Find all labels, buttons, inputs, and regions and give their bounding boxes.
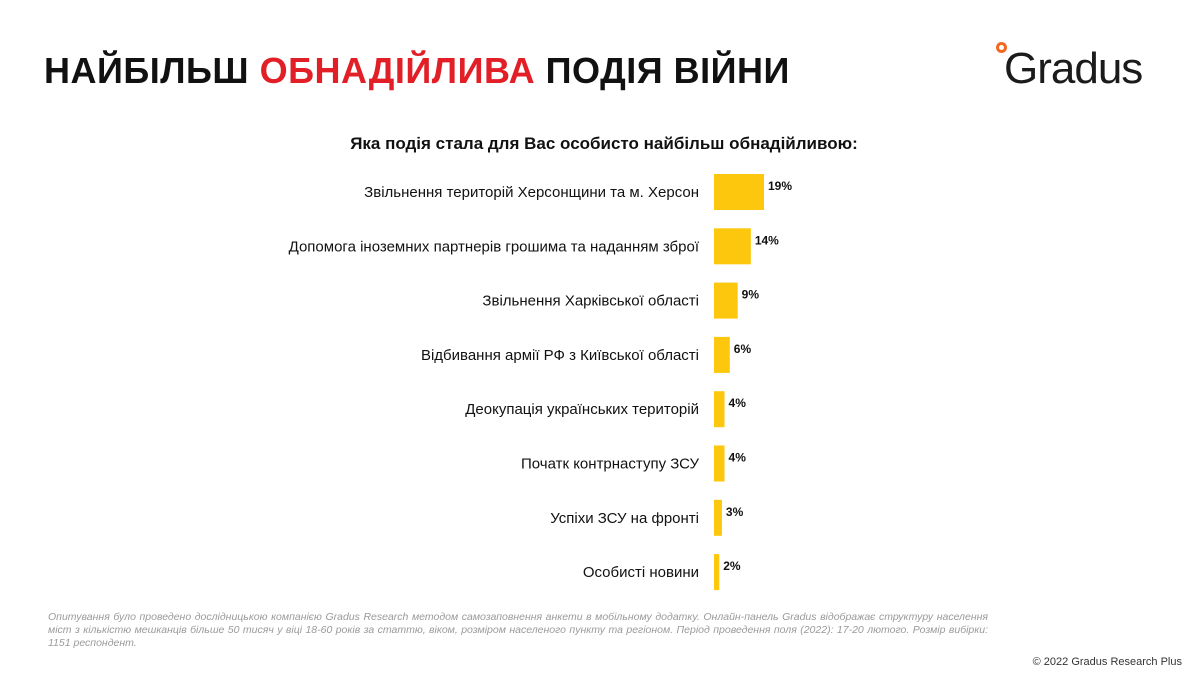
methodology-footnote: Опитування було проведено дослідницькою …	[48, 611, 988, 649]
value-label: 4%	[729, 396, 747, 410]
logo-text: Gradus	[1004, 44, 1143, 93]
chart-title: Яка подія стала для Вас особисто найбіль…	[350, 134, 858, 153]
bar	[714, 174, 764, 210]
category-label: Початк контрнаступу ЗСУ	[521, 456, 699, 473]
value-label: 2%	[723, 559, 741, 573]
bar	[714, 554, 720, 591]
value-label: 4%	[729, 451, 747, 465]
chart-question: Яка подія стала для Вас особисто найбіль…	[0, 134, 1200, 154]
value-label: 9%	[742, 288, 760, 302]
category-label: Деокупація українських територій	[465, 401, 699, 418]
page-title: НАЙБІЛЬШ ОБНАДІЙЛИВА ПОДІЯ ВІЙНИ	[44, 50, 790, 92]
gradus-logo: Gradus	[996, 40, 1166, 95]
title-part1: НАЙБІЛЬШ	[44, 50, 250, 91]
logo-dot-icon	[996, 42, 1007, 53]
category-label: Допомога іноземних партнерів грошима та …	[289, 238, 700, 255]
bar	[714, 336, 730, 373]
category-label: Особисті новини	[583, 564, 699, 581]
category-label: Успіхи ЗСУ на фронті	[550, 510, 699, 527]
value-label: 3%	[726, 505, 744, 519]
bar-chart: Звільнення територій Херсонщини та м. Хе…	[289, 174, 792, 591]
category-label: Звільнення територій Херсонщини та м. Хе…	[364, 184, 699, 201]
bar	[714, 228, 751, 265]
title-accent: ОБНАДІЙЛИВА	[259, 50, 536, 91]
copyright: © 2022 Gradus Research Plus	[1032, 656, 1182, 668]
category-label: Відбивання армії РФ з Київської області	[421, 347, 699, 364]
bar	[714, 282, 738, 319]
bar	[714, 445, 725, 482]
bar	[714, 499, 722, 536]
category-label: Звільнення Харківської області	[482, 293, 699, 310]
value-label: 14%	[755, 233, 779, 247]
value-label: 19%	[768, 179, 792, 193]
title-part2: ПОДІЯ ВІЙНИ	[545, 50, 790, 91]
bar	[714, 391, 725, 428]
value-label: 6%	[734, 342, 752, 356]
